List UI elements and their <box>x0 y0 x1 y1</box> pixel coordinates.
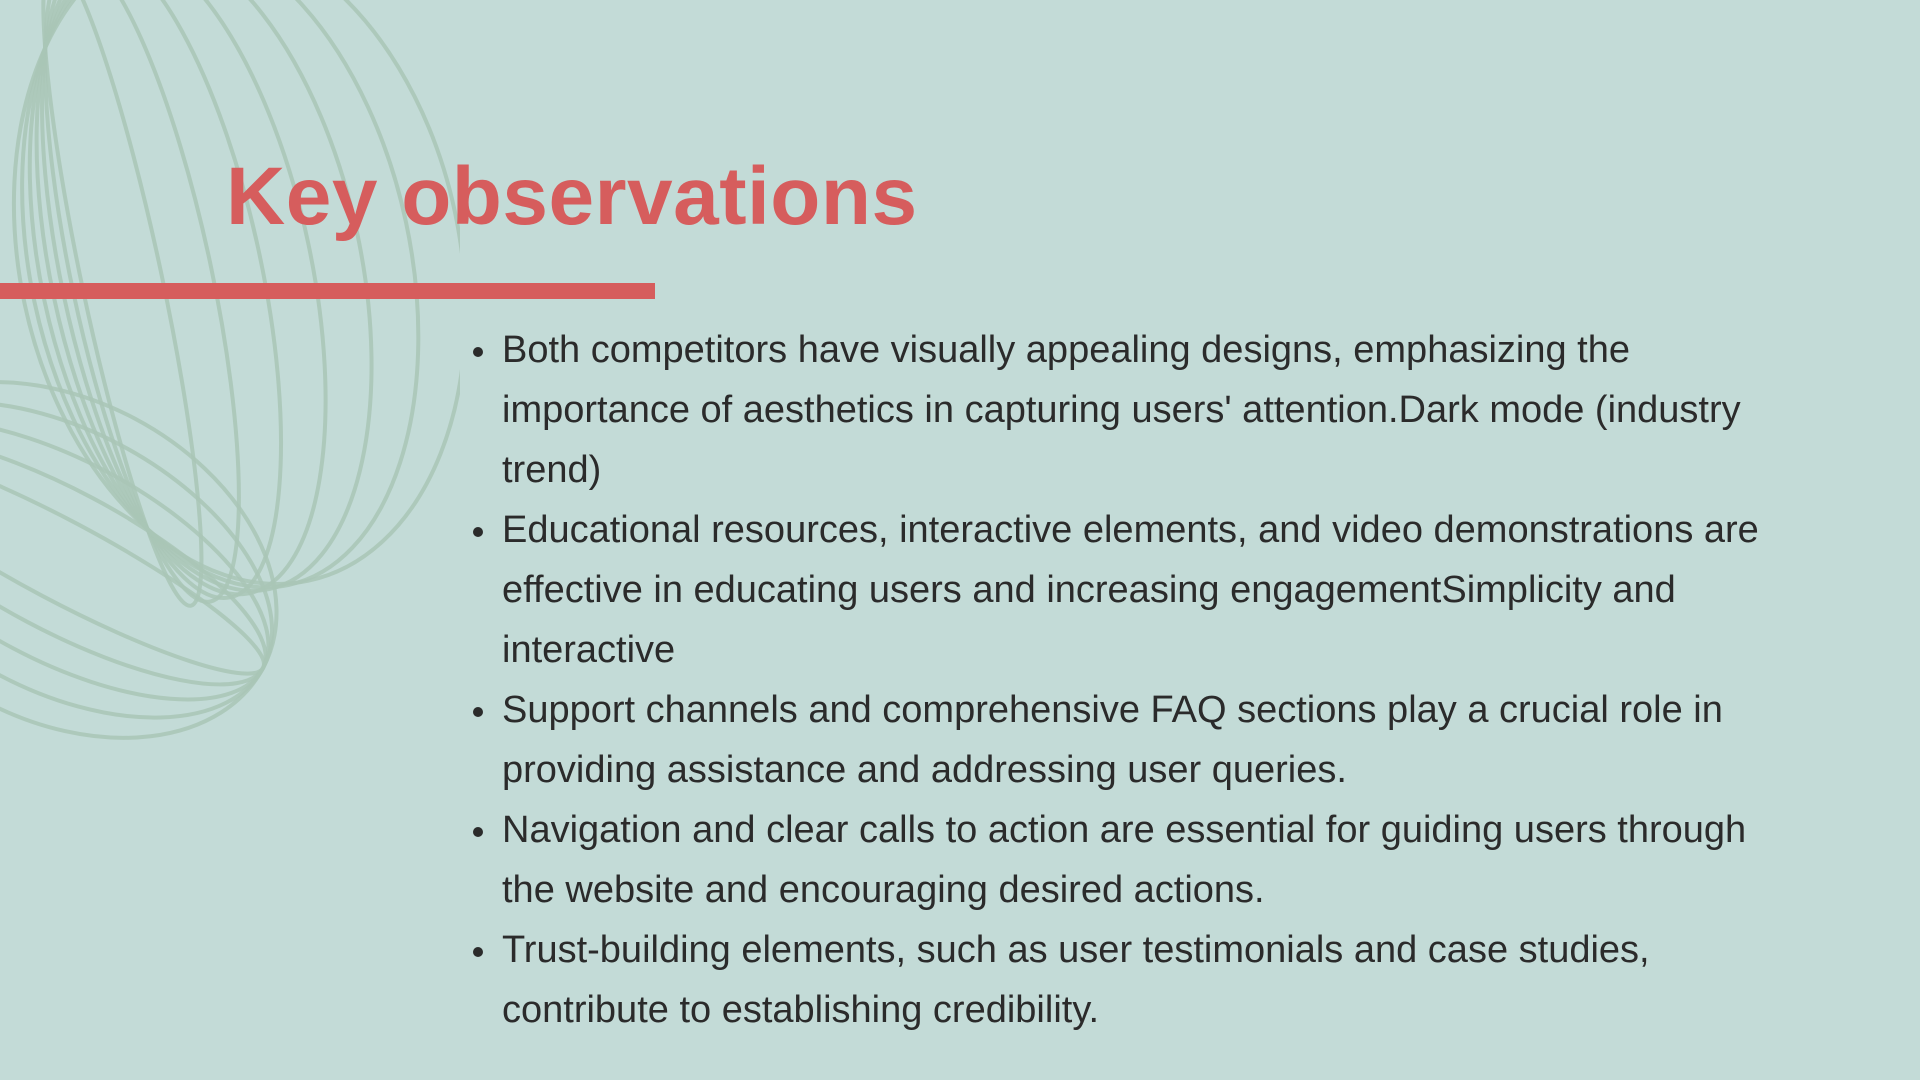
bullet-text: Both competitors have visually appealing… <box>502 329 1741 491</box>
decorative-line-pattern <box>0 0 460 740</box>
slide-title: Key observations <box>226 151 918 242</box>
bullet-item: Both competitors have visually appealing… <box>468 320 1768 500</box>
bullet-dot-icon <box>473 947 483 957</box>
bullet-text: Educational resources, interactive eleme… <box>502 509 1759 671</box>
bullet-item: Navigation and clear calls to action are… <box>468 800 1768 920</box>
bullet-dot-icon <box>473 827 483 837</box>
bullet-item: Educational resources, interactive eleme… <box>468 500 1768 680</box>
bullet-text: Trust-building elements, such as user te… <box>502 929 1650 1031</box>
bullet-dot-icon <box>473 527 483 537</box>
bullet-list: Both competitors have visually appealing… <box>468 320 1768 1040</box>
bullet-text: Navigation and clear calls to action are… <box>502 809 1747 911</box>
bullet-text: Support channels and comprehensive FAQ s… <box>502 689 1723 791</box>
bullet-dot-icon <box>473 707 483 717</box>
title-underline <box>0 283 655 299</box>
bullet-dot-icon <box>473 347 483 357</box>
bullet-item: Support channels and comprehensive FAQ s… <box>468 680 1768 800</box>
bullet-item: Trust-building elements, such as user te… <box>468 920 1768 1040</box>
